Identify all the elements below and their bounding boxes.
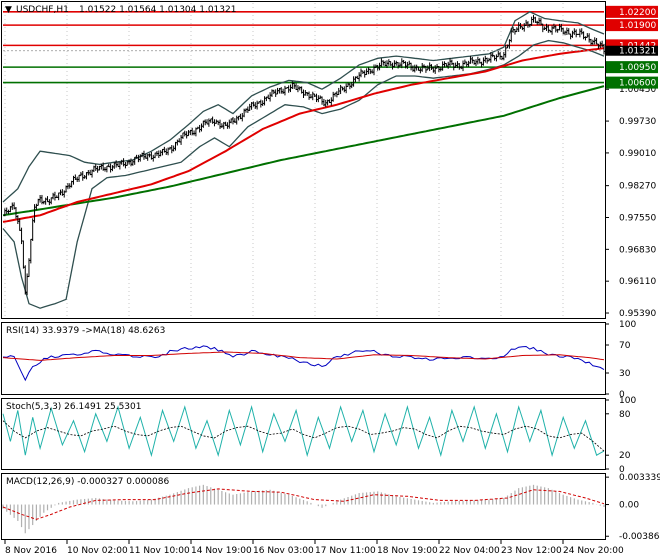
macd-tick-label: 0.003339: [619, 473, 660, 483]
macd-tick-label: 0.00: [619, 501, 639, 511]
rsi-plot: [2, 345, 605, 382]
rsi-tick-label: 100: [619, 320, 636, 330]
time-tick-label: 22 Nov 04:00: [439, 546, 500, 556]
stoch-tick-label: 0: [619, 465, 625, 475]
level-price-tag: [606, 76, 658, 89]
rsi-ma-line: [2, 351, 605, 361]
macd-panel-frame: [1, 473, 606, 540]
price-plot: [2, 3, 606, 317]
symbol-label: USDCHF,H1: [16, 5, 69, 15]
price-panel-frame: [1, 1, 606, 319]
stoch-label: Stoch(5,3,3) 26.1491 25.5301: [6, 402, 141, 412]
price-tick-label: 0.95390: [619, 309, 656, 319]
price-tick-label: 0.98270: [619, 182, 656, 192]
time-tick-label: 23 Nov 12:00: [501, 546, 562, 556]
price-tick-label: 0.97550: [619, 213, 656, 223]
level-price-tag-label: 1.00950: [619, 63, 656, 73]
rsi-label: RSI(14) 33.9379 ->MA(18) 48.6263: [6, 326, 165, 336]
stoch-k-line: [2, 404, 605, 458]
sma-slow-line: [2, 85, 605, 217]
sma-fast-line: [2, 47, 605, 223]
macd-plot: [2, 484, 605, 534]
macd-signal-line: [2, 488, 605, 520]
macd-label: MACD(12,26,9) -0.000327 0.000086: [6, 477, 169, 487]
time-tick-label: 10 Nov 02:00: [67, 546, 128, 556]
current-price-tag: [606, 45, 658, 56]
price-tick-label: 0.99010: [619, 149, 656, 159]
stoch-tick-label: 80: [619, 410, 631, 420]
time-tick-label: 17 Nov 11:00: [315, 546, 376, 556]
rsi-line: [2, 345, 605, 382]
axes-labels: 1.00450 0.99730 0.99010 0.98270 0.97550 0.968…: [4, 5, 660, 556]
level-price-tag-label: 1.00600: [619, 79, 656, 89]
time-tick-label: 18 Nov 19:00: [377, 546, 438, 556]
time-tick-label: 14 Nov 19:00: [191, 546, 252, 556]
time-tick-label: 24 Nov 20:00: [563, 546, 624, 556]
time-tick-label: 8 Nov 2016: [5, 546, 57, 556]
price-tick-label: 0.99730: [619, 117, 656, 127]
stoch-tick-label: 100: [619, 396, 636, 406]
macd-tick-label: -0.003864: [619, 532, 660, 542]
bollinger-lower-line: [2, 39, 605, 309]
rsi-tick-label: 30: [619, 369, 631, 379]
rsi-tick-label: 0: [619, 390, 625, 400]
time-tick-label: 11 Nov 10:00: [129, 546, 190, 556]
price-tick-label: 0.96830: [619, 245, 656, 255]
level-price-tag-label: 1.02200: [619, 8, 656, 18]
rsi-tick-label: 70: [619, 341, 631, 351]
time-tick-label: 16 Nov 03:00: [253, 546, 314, 556]
price-tick-label: 1.00450: [619, 85, 656, 95]
current-price-tag-label: 1.01321: [619, 47, 656, 57]
ohlc-label: 1.01522 1.01564 1.01304 1.01321: [79, 5, 236, 15]
level-price-tag: [606, 61, 658, 74]
rsi-panel-frame: [1, 322, 606, 395]
level-price-tag: [606, 19, 658, 32]
dropdown-triangle-icon[interactable]: ▼: [5, 5, 12, 15]
price-tick-label: 0.96110: [619, 277, 656, 287]
stoch-d-line: [2, 420, 605, 452]
stoch-tick-label: 20: [619, 451, 631, 461]
level-price-tag: [606, 5, 658, 18]
level-price-tag-label: 1.01900: [619, 21, 656, 31]
stoch-plot: [2, 404, 605, 458]
